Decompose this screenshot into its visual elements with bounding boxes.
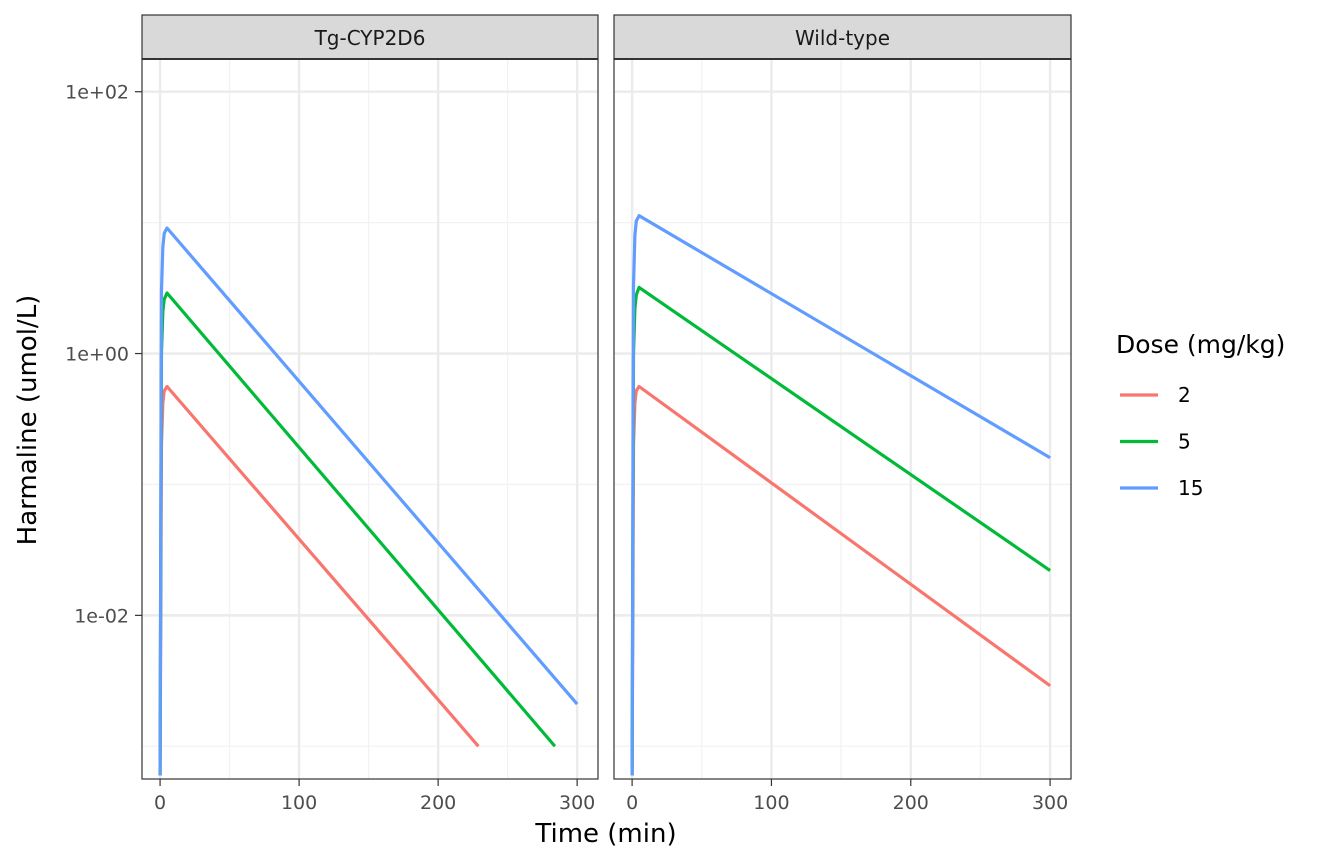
strip-label-tg-cyp2d6: Tg-CYP2D6 <box>314 26 426 50</box>
strip-background <box>613 14 1072 60</box>
legend-title: Dose (mg/kg) <box>1116 330 1285 359</box>
legend: Dose (mg/kg) 2 5 15 <box>1116 330 1285 500</box>
legend-label-2: 2 <box>1178 383 1191 407</box>
series-line-dose-15 <box>158 226 579 776</box>
x-tick-label: 300 <box>559 792 595 814</box>
y-tick-label: 1e+02 <box>65 82 129 104</box>
y-axis: 1e-02 1e+00 1e+02 <box>65 82 142 627</box>
x-axis-title: Time (min) <box>534 819 676 849</box>
strip-label-wild-type: Wild-type <box>795 26 890 50</box>
legend-label-5: 5 <box>1178 430 1191 454</box>
panel-tg-cyp2d6: Tg-CYP2D6 <box>141 14 599 780</box>
strip-background <box>141 14 599 60</box>
x-tick-label: 0 <box>154 792 166 814</box>
legend-label-15: 15 <box>1178 476 1203 500</box>
x-tick-label: 100 <box>753 792 789 814</box>
x-tick-label: 100 <box>281 792 317 814</box>
panel-grid <box>142 59 598 779</box>
series-line-dose-15 <box>630 214 1051 776</box>
x-axis: 0 100 200 300 0 100 200 300 <box>154 779 1068 814</box>
x-tick-label: 0 <box>626 792 638 814</box>
panel-grid <box>614 59 1071 779</box>
x-tick-label: 300 <box>1032 792 1068 814</box>
y-tick-label: 1e+00 <box>65 344 129 366</box>
panel-lines <box>630 214 1052 776</box>
x-tick-label: 200 <box>893 792 929 814</box>
panel-wild-type: Wild-type <box>613 14 1072 780</box>
y-axis-title: Harmaline (umol/L) <box>13 295 43 546</box>
x-tick-label: 200 <box>420 792 456 814</box>
panel-lines <box>158 226 579 776</box>
y-tick-label: 1e-02 <box>74 605 129 627</box>
